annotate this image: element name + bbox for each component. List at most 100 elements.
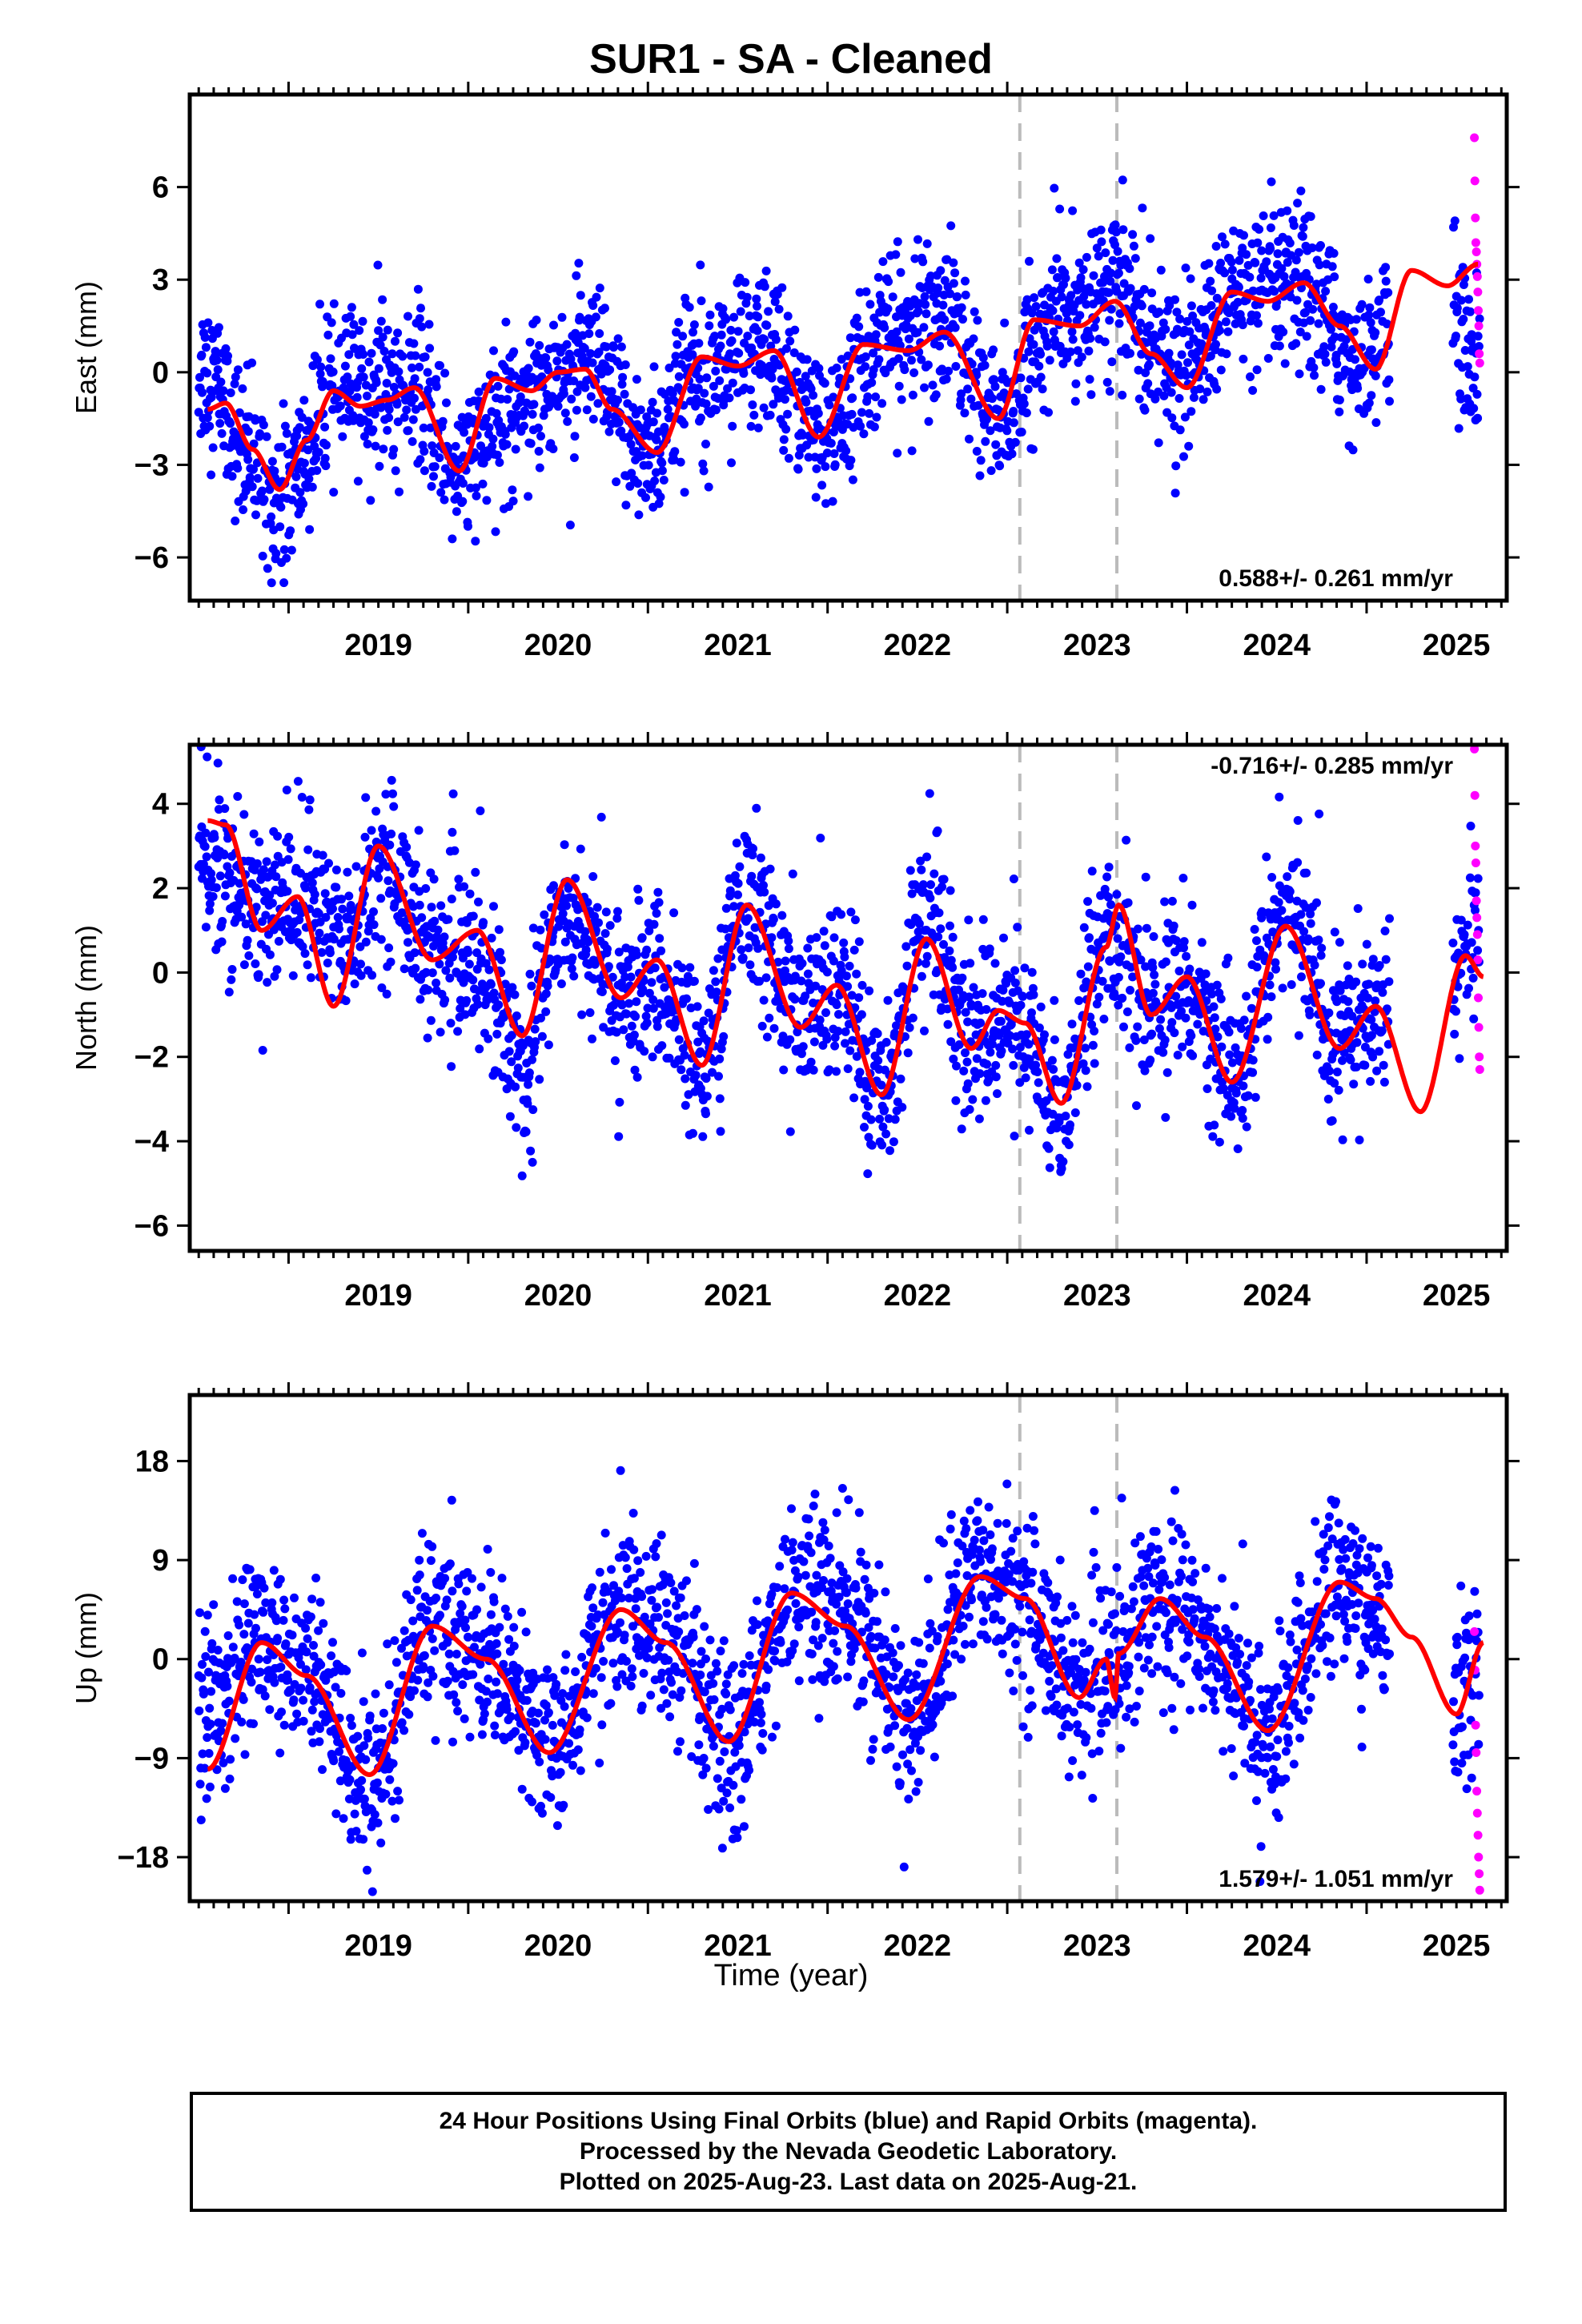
data-point [363,392,371,400]
data-point [494,925,504,935]
data-point [536,925,545,935]
data-point [588,872,598,881]
data-point [316,362,326,372]
data-point [1045,356,1054,365]
data-point [1238,1106,1247,1115]
data-point [1250,925,1259,934]
data-point [369,907,378,916]
data-point [1308,304,1318,314]
data-point [1300,308,1310,317]
data-point [259,865,268,875]
data-point [1086,334,1095,343]
data-point [641,1011,651,1021]
data-point [363,418,373,428]
data-point [1077,352,1086,362]
data-point [1339,341,1349,351]
data-point [650,963,660,973]
data-point [815,1015,825,1025]
data-point [541,1007,551,1016]
data-point [335,924,343,934]
data-point [954,1040,964,1049]
data-point [1076,273,1086,283]
data-point [1341,335,1351,344]
data-point [361,937,371,947]
data-point [865,408,874,418]
data-point [949,279,958,288]
data-point [1175,314,1185,324]
data-point [535,463,544,472]
data-point [219,386,228,396]
data-point [267,899,277,908]
data-point [562,901,571,911]
data-point [743,914,753,923]
data-point [1154,1024,1164,1033]
data-point [702,373,712,383]
data-point [423,1033,432,1043]
data-point [1294,1031,1303,1040]
data-point [813,408,823,418]
data-point [1070,1108,1080,1117]
data-point [1049,327,1058,336]
data-point [883,304,893,313]
data-point [220,804,230,814]
data-point [760,335,769,344]
data-point [671,352,681,361]
data-point [1335,407,1344,416]
data-point [1161,324,1170,334]
data-point [1381,955,1391,964]
data-point [644,988,654,998]
data-point [1167,413,1177,423]
data-point [1165,301,1174,310]
data-point [1199,395,1208,404]
data-point [693,1002,702,1011]
data-point [1187,900,1197,910]
data-point [1055,204,1065,214]
data-point [382,989,391,999]
data-point [367,971,377,980]
data-point [411,963,420,973]
data-point [1263,1035,1272,1044]
data-point [1160,897,1170,907]
data-point [1010,966,1020,975]
data-point [628,403,637,412]
data-point [779,1065,789,1075]
data-point [1465,873,1475,883]
data-point [291,472,301,481]
data-point [1238,243,1247,253]
data-point [1338,1055,1347,1065]
data-point [691,401,701,411]
data-point [1133,924,1142,934]
data-point [1367,1015,1376,1024]
data-point [1171,991,1181,1001]
data-point [338,432,347,441]
data-point [1174,394,1184,403]
data-point [657,458,667,468]
data-point [852,1051,861,1061]
data-point [801,372,810,381]
data-point [1100,337,1110,347]
x-tick-label: 2019 [344,629,412,662]
data-point [855,1068,865,1077]
data-point [1456,915,1466,925]
data-point [384,404,394,414]
data-point [964,915,974,925]
data-point [807,366,817,376]
data-point [613,396,622,404]
data-point [1118,390,1127,400]
data-point [1184,340,1194,350]
data-point [777,911,787,920]
data-point [1248,386,1258,395]
data-point [438,416,448,426]
data-point [442,398,451,408]
data-point [1197,339,1207,348]
data-point [474,387,484,396]
data-point [1114,268,1123,278]
data-point [820,941,829,951]
data-point [883,995,893,1005]
data-point [1146,1055,1155,1065]
data-point [207,869,216,879]
data-point [1343,997,1353,1007]
data-point [863,392,873,401]
